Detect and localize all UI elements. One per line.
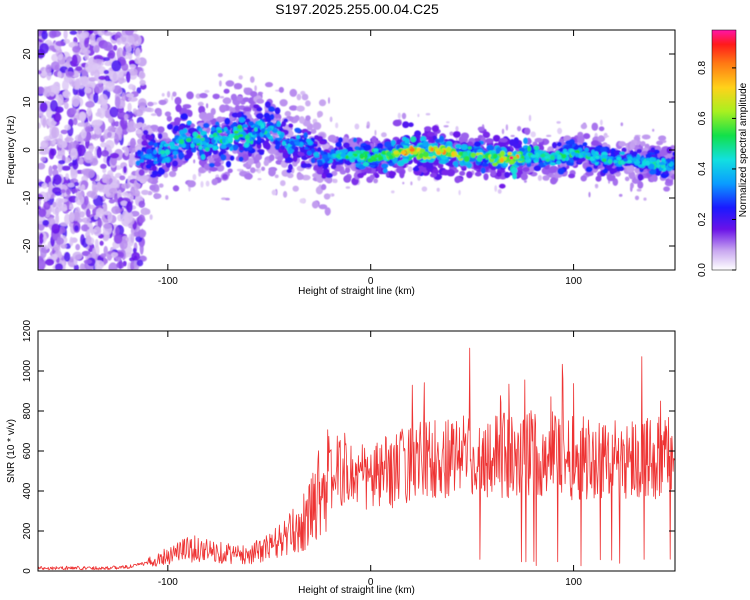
- y-tick-label: 400: [22, 482, 33, 499]
- spectrogram-plot: [38, 30, 675, 270]
- colorbar-tick-label: 0.4: [697, 162, 708, 176]
- noise-speckles: [38, 30, 667, 270]
- ridge-band: [133, 80, 675, 216]
- y-tick-label: 600: [22, 442, 33, 459]
- y-tick-label: 800: [22, 402, 33, 419]
- colorbar-tick-label: 0.0: [697, 263, 708, 277]
- colorbar-axis: 0.0 0.2 0.4 0.6 0.8 Normalized spectral ampli…: [697, 61, 749, 277]
- colorbar-tick-label: 0.2: [697, 212, 708, 226]
- snr-frame: [37, 330, 676, 572]
- x-tick-label: 100: [565, 577, 582, 588]
- colorbar: [711, 29, 737, 271]
- figure-title: S197.2025.255.00.04.C25: [275, 1, 439, 17]
- y-tick-label: 0: [22, 568, 33, 574]
- x-tick-label: -100: [158, 276, 178, 287]
- colorbar-label: Normalized spectral amplitude: [738, 82, 749, 217]
- y-tick-label: -10: [22, 190, 33, 205]
- snr-series-line: [38, 347, 675, 571]
- x-axis-label: Height of straight line (km): [298, 585, 415, 596]
- x-tick-label: 0: [368, 577, 374, 588]
- colorbar-tick-label: 0.6: [697, 111, 708, 125]
- colorbar-tick-label: 0.8: [697, 61, 708, 75]
- x-tick-label: 0: [368, 276, 374, 287]
- y-tick-label: 0: [22, 147, 33, 153]
- y-tick-label: 20: [22, 48, 33, 60]
- x-axis-label: Height of straight line (km): [298, 286, 415, 297]
- y-tick-label: 10: [22, 96, 33, 108]
- snr-plot: [38, 347, 675, 571]
- x-tick-label: 100: [565, 276, 582, 287]
- x-tick-label: -100: [158, 577, 178, 588]
- y-axis-label: Frequency (Hz): [6, 116, 17, 185]
- y-tick-label: -20: [22, 238, 33, 253]
- y-tick-label: 1000: [22, 359, 33, 382]
- y-axis-label: SNR (10 * v/v): [6, 419, 17, 483]
- y-tick-label: 200: [22, 522, 33, 539]
- y-tick-label: 1200: [22, 319, 33, 342]
